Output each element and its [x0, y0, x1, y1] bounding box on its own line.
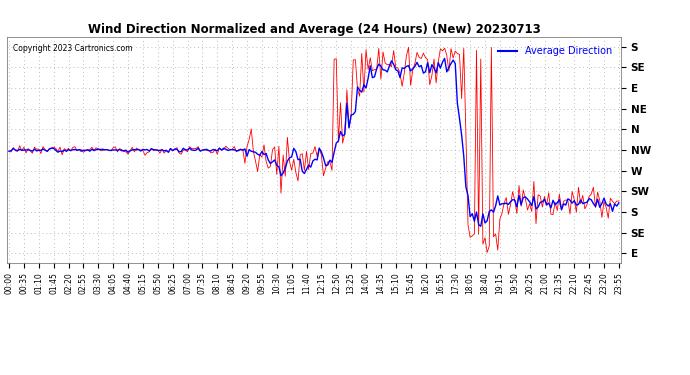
- Title: Wind Direction Normalized and Average (24 Hours) (New) 20230713: Wind Direction Normalized and Average (2…: [88, 23, 540, 36]
- Text: Copyright 2023 Cartronics.com: Copyright 2023 Cartronics.com: [13, 44, 132, 53]
- Legend: Average Direction: Average Direction: [494, 42, 616, 60]
